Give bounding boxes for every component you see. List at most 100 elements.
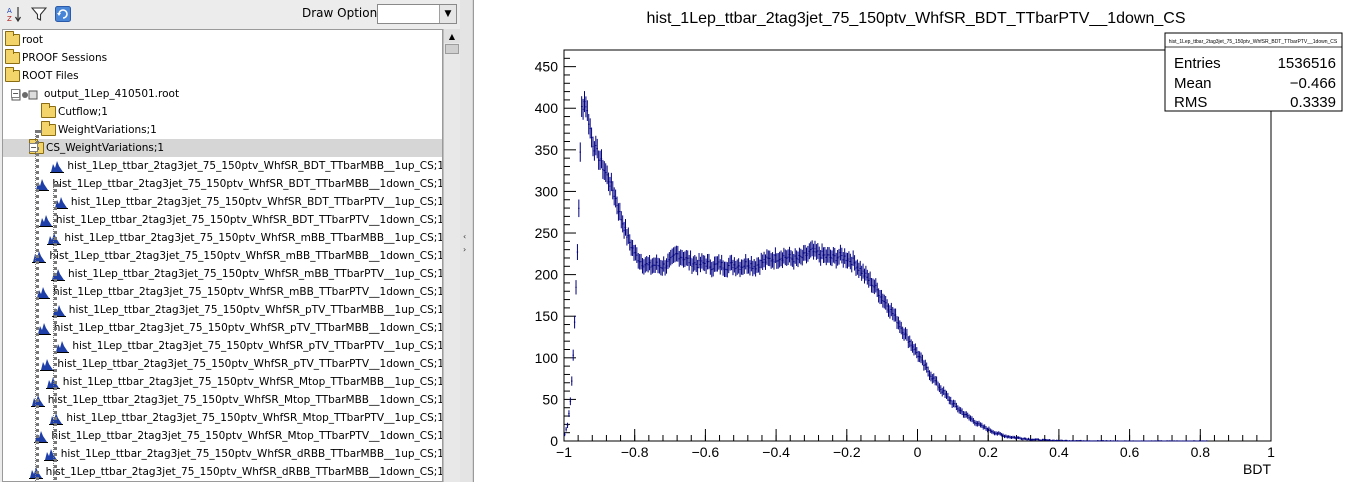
stats-rms-value: 0.3339 <box>1290 94 1336 111</box>
histogram-bin <box>957 405 959 413</box>
panel-splitter[interactable]: ‹ › <box>460 0 472 482</box>
histogram-bin <box>1007 435 1010 439</box>
histogram-bin <box>1064 439 1066 442</box>
histogram-bin <box>742 259 744 276</box>
histogram-bin <box>909 335 911 348</box>
histogram-bin <box>564 432 566 437</box>
histogram-icon <box>36 322 51 335</box>
histogram-bin <box>827 247 829 263</box>
tree-item-4[interactable]: output_1Lep_410501.root <box>3 85 442 103</box>
histogram-bin <box>893 308 895 322</box>
refresh-icon[interactable] <box>53 4 73 24</box>
histogram-bin <box>677 245 679 262</box>
tree-item-histogram[interactable]: hist_1Lep_ttbar_2tag3jet_75_150ptv_WhfSR… <box>3 463 442 481</box>
stats-box[interactable]: hist_1Lep_ttbar_2tag3jet_75_150ptv_WhfSR… <box>1164 32 1343 112</box>
histogram-canvas[interactable]: hist_1Lep_ttbar_2tag3jet_75_150ptv_WhfSR… <box>473 0 1362 482</box>
tree-item-histogram[interactable]: hist_1Lep_ttbar_2tag3jet_75_150ptv_WhfSR… <box>3 427 442 445</box>
histogram-bin <box>647 257 649 273</box>
histogram-bin <box>761 254 764 271</box>
tree-item-5[interactable]: Cutflow;1 <box>3 103 442 121</box>
browser-toolbar: A Z Draw Option: <box>0 0 460 28</box>
histogram-bin <box>1104 440 1106 442</box>
tree-item-histogram[interactable]: hist_1Lep_ttbar_2tag3jet_75_150ptv_WhfSR… <box>3 193 442 211</box>
tree-item-histogram[interactable]: hist_1Lep_ttbar_2tag3jet_75_150ptv_WhfSR… <box>3 265 442 283</box>
histogram-bin <box>578 199 580 218</box>
tree-item-2[interactable]: PROOF Sessions <box>3 49 442 67</box>
collapse-toggle-icon[interactable]: − <box>29 143 38 152</box>
histogram-bin <box>597 150 600 170</box>
histogram-bin <box>739 261 741 278</box>
histogram-bin <box>825 249 828 266</box>
x-tick-label: −1 <box>556 444 572 460</box>
histogram-bin <box>887 303 890 317</box>
histogram-bin <box>839 244 842 261</box>
stats-entries-value: 1536516 <box>1278 55 1336 72</box>
tree-item-3[interactable]: ROOT Files <box>3 67 442 85</box>
histogram-bin <box>916 347 918 359</box>
histogram-bin <box>1073 440 1075 442</box>
tree-item-histogram[interactable]: hist_1Lep_ttbar_2tag3jet_75_150ptv_WhfSR… <box>3 283 442 301</box>
histogram-bin <box>1026 438 1028 441</box>
histogram-bin <box>812 243 815 260</box>
histogram-bin <box>985 426 987 431</box>
histogram-bin <box>576 244 579 260</box>
histogram-bin <box>869 271 871 287</box>
tree-item-histogram[interactable]: hist_1Lep_ttbar_2tag3jet_75_150ptv_WhfSR… <box>3 247 442 265</box>
tree-item-7[interactable]: CS_WeightVariations;1 <box>3 139 442 157</box>
histogram-bin <box>617 203 620 221</box>
tree-item-label: Cutflow;1 <box>58 106 108 118</box>
histogram-bin <box>1003 434 1006 439</box>
chevron-down-icon[interactable]: ▼ <box>439 5 456 23</box>
tree-item-histogram[interactable]: hist_1Lep_ttbar_2tag3jet_75_150ptv_WhfSR… <box>3 157 442 175</box>
tree-item-histogram[interactable]: hist_1Lep_ttbar_2tag3jet_75_150ptv_WhfSR… <box>3 409 442 427</box>
collapse-toggle-icon[interactable]: − <box>11 89 20 98</box>
histogram-bin <box>931 374 934 384</box>
collapse-left-icon[interactable]: ‹ <box>463 232 467 241</box>
sort-icon[interactable]: A Z <box>4 4 24 24</box>
tree-item-histogram[interactable]: hist_1Lep_ttbar_2tag3jet_75_150ptv_WhfSR… <box>3 391 442 409</box>
tree-scrollbar[interactable]: ▲ <box>443 29 460 482</box>
tree-item-1[interactable]: root <box>3 31 442 49</box>
histogram-bin <box>572 349 574 361</box>
histogram-bin <box>668 252 671 268</box>
tree-item-histogram[interactable]: hist_1Lep_ttbar_2tag3jet_75_150ptv_WhfSR… <box>3 229 442 247</box>
histogram-bin <box>1047 439 1050 441</box>
histogram-bin <box>814 240 816 257</box>
svg-text:A: A <box>7 7 12 15</box>
histogram-bin <box>660 259 662 276</box>
y-tick-label: 100 <box>535 350 559 366</box>
tree-item-histogram[interactable]: hist_1Lep_ttbar_2tag3jet_75_150ptv_WhfSR… <box>3 445 442 463</box>
draw-option-select[interactable]: ▼ <box>377 4 457 24</box>
histogram-bin <box>784 249 786 266</box>
filter-icon[interactable] <box>29 4 49 24</box>
histogram-bin <box>870 277 873 293</box>
histogram-bin <box>1033 438 1035 441</box>
histogram-bin <box>858 262 860 278</box>
tree-item-histogram[interactable]: hist_1Lep_ttbar_2tag3jet_75_150ptv_WhfSR… <box>3 301 442 319</box>
histogram-bin <box>1032 438 1034 441</box>
tree-item-label: CS_WeightVariations;1 <box>46 142 165 154</box>
collapse-right-icon[interactable]: › <box>463 245 467 254</box>
tree-item-histogram[interactable]: hist_1Lep_ttbar_2tag3jet_75_150ptv_WhfSR… <box>3 175 442 193</box>
histogram-bin <box>638 254 641 270</box>
histogram-bin <box>900 321 902 335</box>
histogram-bin <box>723 261 726 278</box>
tree-item-histogram[interactable]: hist_1Lep_ttbar_2tag3jet_75_150ptv_WhfSR… <box>3 355 442 373</box>
scroll-thumb[interactable] <box>445 44 459 54</box>
tree-item-histogram[interactable]: hist_1Lep_ttbar_2tag3jet_75_150ptv_WhfSR… <box>3 373 442 391</box>
tree-item-histogram[interactable]: hist_1Lep_ttbar_2tag3jet_75_150ptv_WhfSR… <box>3 319 442 337</box>
histogram-bin <box>788 246 791 263</box>
histogram-bin <box>1091 440 1093 442</box>
histogram-bin <box>815 244 818 260</box>
tree-item-6[interactable]: WeightVariations;1 <box>3 121 442 139</box>
histogram-bin <box>832 246 835 263</box>
tree-item-histogram[interactable]: hist_1Lep_ttbar_2tag3jet_75_150ptv_WhfSR… <box>3 211 442 229</box>
histogram-bin <box>713 256 716 272</box>
histogram-bin <box>1078 440 1081 442</box>
y-tick-label: 150 <box>535 308 559 324</box>
histogram-bin <box>889 305 891 319</box>
tree-item-histogram[interactable]: hist_1Lep_ttbar_2tag3jet_75_150ptv_WhfSR… <box>3 337 442 355</box>
scroll-up-icon[interactable]: ▲ <box>444 29 460 43</box>
histogram-bin <box>1058 439 1061 442</box>
